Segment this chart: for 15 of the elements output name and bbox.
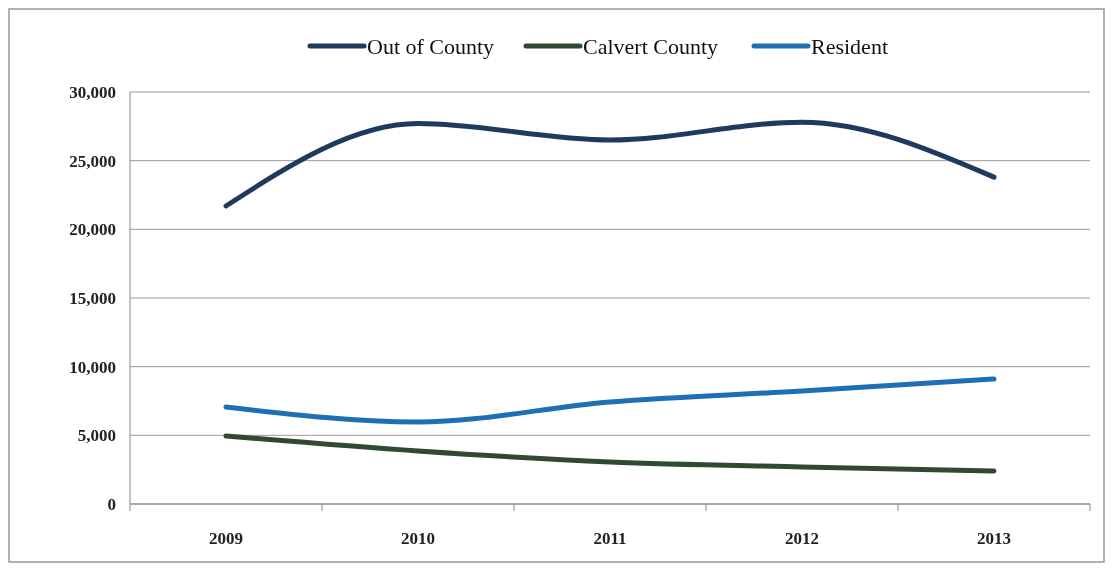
y-tick-label: 20,000 [69, 220, 116, 240]
legend-label: Calvert County [583, 33, 719, 59]
legend-label: Resident [811, 33, 888, 59]
y-tick-label: 0 [107, 494, 116, 514]
x-tick-label: 2010 [401, 529, 435, 548]
y-tick-label: 25,000 [69, 151, 116, 171]
x-tick-label: 2012 [785, 529, 819, 548]
y-tick-label: 15,000 [69, 288, 116, 308]
x-tick-label: 2009 [209, 529, 243, 548]
y-tick-label: 10,000 [69, 357, 116, 377]
y-tick-label: 5,000 [77, 426, 116, 446]
x-tick-label: 2013 [977, 529, 1011, 548]
y-tick-label: 30,000 [69, 82, 116, 102]
legend-label: Out of County [367, 33, 495, 59]
x-tick-label: 2011 [593, 529, 627, 548]
